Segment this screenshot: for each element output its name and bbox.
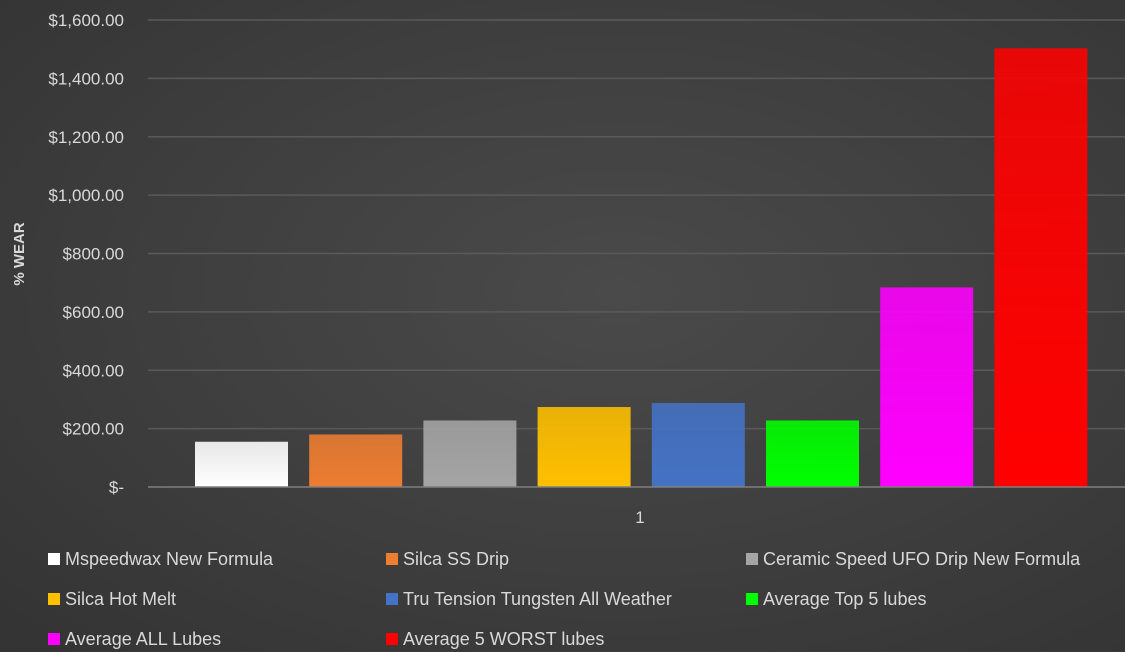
bars — [195, 48, 1088, 487]
y-tick-label: $600.00 — [63, 303, 124, 322]
legend-item: Average Top 5 lubes — [746, 586, 926, 612]
bar — [309, 434, 403, 487]
legend-label: Average Top 5 lubes — [763, 588, 927, 609]
legend-label: Silca Hot Melt — [65, 588, 177, 609]
y-tick-label: $1,400.00 — [48, 69, 124, 88]
chart-canvas: $- $200.00 $400.00 $600.00 $800.00 $1,000.00 $… — [11, 11, 1125, 527]
bar — [994, 48, 1088, 487]
legend-item: Average ALL Lubes — [48, 626, 221, 652]
legend-item: Ceramic Speed UFO Drip New Formula — [746, 546, 1080, 572]
bar — [537, 407, 631, 487]
axes: $- $200.00 $400.00 $600.00 $800.00 $1,000.00 $… — [11, 11, 1125, 527]
legend-label: Tru Tension Tungsten All Weather — [403, 588, 672, 609]
legend-swatch — [386, 553, 398, 565]
legend-swatch — [386, 633, 398, 645]
legend-item: Tru Tension Tungsten All Weather — [386, 586, 672, 612]
x-tick-label: 1 — [635, 508, 644, 527]
bar — [880, 287, 974, 487]
legend-swatch — [386, 593, 398, 605]
bar — [195, 441, 288, 487]
legend-item: Silca Hot Melt — [48, 586, 176, 612]
legend-label: Average ALL Lubes — [65, 628, 222, 649]
legend-item: Average 5 WORST lubes — [386, 626, 604, 652]
legend-item: Silca SS Drip — [386, 546, 509, 572]
legend-label: Mspeedwax New Formula — [65, 548, 274, 569]
legend-label: Average 5 WORST lubes — [403, 628, 605, 649]
bar — [766, 420, 859, 487]
y-tick-label: $800.00 — [63, 245, 124, 264]
legend-swatch — [48, 593, 60, 605]
gridlines — [148, 19, 1125, 430]
bar — [423, 420, 517, 487]
y-tick-label: $- — [109, 478, 124, 497]
legend-swatch — [746, 553, 758, 565]
y-tick-label: $1,600.00 — [48, 11, 124, 30]
legend-swatch — [48, 633, 60, 645]
y-axis-title: % WEAR — [11, 222, 28, 286]
legend-swatch — [746, 593, 758, 605]
y-tick-label: $400.00 — [63, 361, 124, 380]
legend-swatch — [48, 553, 60, 565]
y-tick-label: $1,200.00 — [48, 128, 124, 147]
legend-label: Silca SS Drip — [403, 548, 510, 569]
bar — [651, 402, 745, 487]
y-tick-label: $1,000.00 — [48, 186, 124, 205]
y-tick-label: $200.00 — [63, 420, 124, 439]
legend-item: Mspeedwax New Formula — [48, 546, 273, 572]
legend-label: Ceramic Speed UFO Drip New Formula — [763, 548, 1081, 569]
